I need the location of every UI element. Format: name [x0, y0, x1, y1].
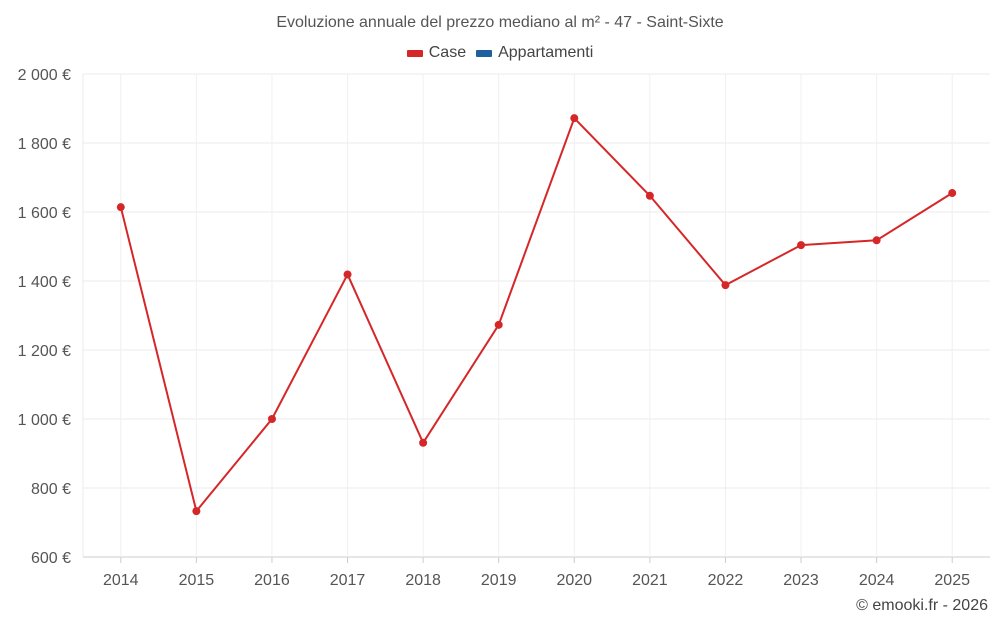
x-tick-label: 2021: [632, 572, 668, 589]
x-tick-label: 2014: [103, 572, 139, 589]
data-point[interactable]: [570, 114, 579, 123]
legend-item-appartamenti[interactable]: Appartamenti: [476, 44, 593, 62]
y-tick-label: 1 000 €: [18, 412, 71, 429]
x-tick-label: 2015: [179, 572, 215, 589]
chart-title: Evoluzione annuale del prezzo mediano al…: [276, 14, 724, 31]
x-tick-label: 2020: [556, 572, 592, 589]
x-tick-label: 2017: [330, 572, 366, 589]
x-tick-label: 2023: [783, 572, 819, 589]
x-tick-label: 2024: [859, 572, 895, 589]
legend: Case Appartamenti: [0, 44, 1000, 62]
data-point[interactable]: [192, 507, 201, 516]
credit-text: © emooki.fr - 2026: [856, 597, 988, 614]
x-tick-label: 2022: [708, 572, 744, 589]
y-tick-label: 600 €: [31, 550, 71, 567]
data-point[interactable]: [872, 236, 881, 245]
x-tick-label: 2019: [481, 572, 517, 589]
data-point[interactable]: [494, 320, 503, 329]
legend-label-case: Case: [428, 44, 467, 61]
data-point[interactable]: [797, 241, 806, 250]
y-tick-label: 2 000 €: [18, 67, 71, 84]
x-tick-label: 2025: [934, 572, 970, 589]
data-point[interactable]: [343, 270, 352, 279]
data-point[interactable]: [267, 415, 276, 423]
y-tick-label: 1 800 €: [18, 136, 71, 153]
series-line-case: [119, 117, 953, 513]
legend-label-appartamenti: Appartamenti: [498, 44, 594, 61]
data-point[interactable]: [721, 281, 730, 290]
y-tick-label: 800 €: [31, 481, 71, 498]
x-tick-label: 2016: [254, 572, 290, 589]
data-point[interactable]: [419, 438, 428, 447]
y-tick-label: 1 400 €: [18, 274, 71, 291]
data-point[interactable]: [116, 203, 125, 212]
legend-item-case[interactable]: Case: [406, 44, 467, 62]
legend-swatch-appartamenti: [476, 49, 493, 57]
data-point[interactable]: [645, 191, 654, 200]
data-point[interactable]: [948, 189, 957, 198]
legend-swatch-case: [406, 49, 423, 57]
y-tick-label: 1 600 €: [18, 205, 71, 222]
x-tick-label: 2018: [405, 572, 441, 589]
y-tick-label: 1 200 €: [18, 343, 71, 360]
